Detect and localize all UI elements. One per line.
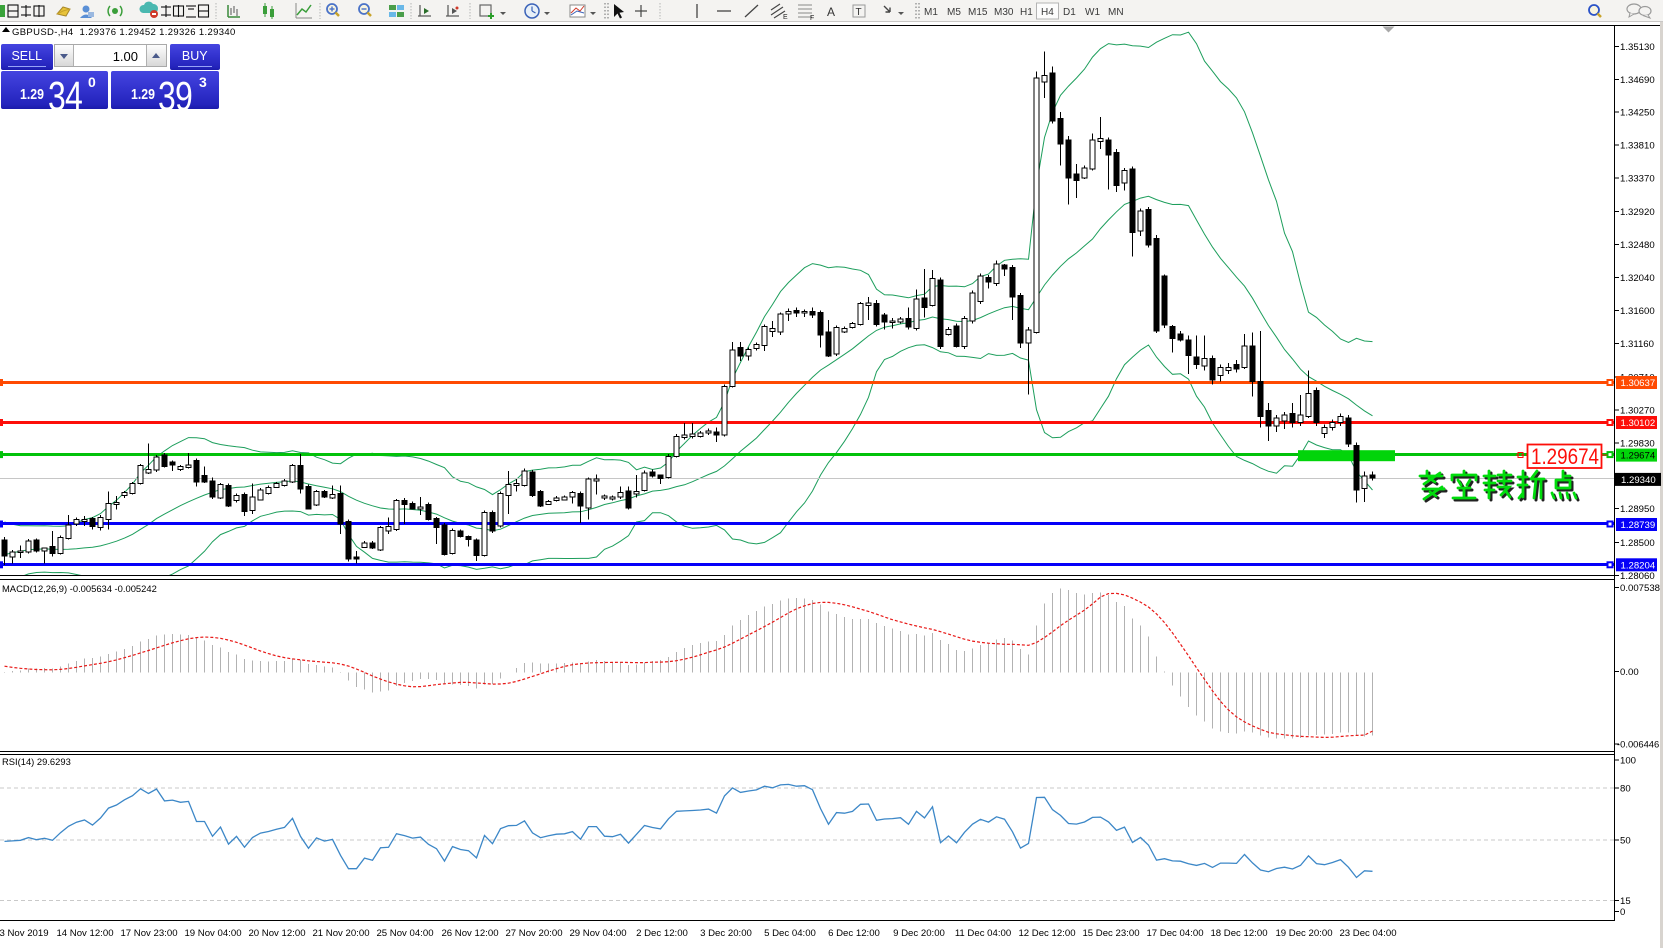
svg-text:1.30637: 1.30637 (1621, 378, 1656, 389)
svg-text:20 Nov 12:00: 20 Nov 12:00 (248, 928, 305, 939)
svg-text:A: A (827, 5, 835, 19)
svg-text:1.28204: 1.28204 (1621, 560, 1656, 571)
svg-text:1.29674: 1.29674 (1531, 444, 1599, 469)
svg-text:H1: H1 (1020, 7, 1033, 18)
svg-text:23 Dec 04:00: 23 Dec 04:00 (1339, 928, 1396, 939)
svg-text:1.32040: 1.32040 (1620, 273, 1655, 284)
svg-text:0.00: 0.00 (1620, 667, 1639, 678)
svg-text:15: 15 (1620, 896, 1631, 907)
svg-text:11 Dec 04:00: 11 Dec 04:00 (955, 928, 1011, 939)
svg-text:100: 100 (1620, 756, 1636, 767)
svg-text:12 Dec 12:00: 12 Dec 12:00 (1018, 928, 1075, 939)
svg-text:1.29340: 1.29340 (1621, 475, 1656, 486)
svg-text:19 Nov 04:00: 19 Nov 04:00 (184, 928, 241, 939)
svg-text:80: 80 (1620, 784, 1631, 795)
svg-text:5 Dec 04:00: 5 Dec 04:00 (764, 928, 816, 939)
svg-text:M1: M1 (924, 7, 938, 18)
svg-text:0.007538: 0.007538 (1620, 583, 1660, 594)
svg-text:GBPUSD-,H4 1.29376 1.29452 1.: GBPUSD-,H4 1.29376 1.29452 1.29326 1.293… (12, 27, 236, 38)
svg-text:1.31600: 1.31600 (1620, 306, 1655, 317)
svg-text:1.30102: 1.30102 (1621, 418, 1656, 429)
svg-text:50: 50 (1620, 835, 1631, 846)
svg-text:1.28950: 1.28950 (1620, 504, 1655, 515)
svg-text:17 Nov 23:00: 17 Nov 23:00 (120, 928, 177, 939)
svg-text:19 Dec 20:00: 19 Dec 20:00 (1275, 928, 1332, 939)
svg-text:1.34690: 1.34690 (1620, 75, 1655, 86)
svg-text:1.31160: 1.31160 (1620, 339, 1654, 350)
svg-text:9 Dec 20:00: 9 Dec 20:00 (893, 928, 945, 939)
svg-text:1.29830: 1.29830 (1620, 438, 1655, 449)
svg-text:1.28500: 1.28500 (1620, 538, 1655, 549)
svg-text:1.28739: 1.28739 (1621, 520, 1656, 531)
svg-text:1.28060: 1.28060 (1620, 571, 1655, 582)
svg-text:0: 0 (1620, 907, 1625, 918)
svg-text:25 Nov 04:00: 25 Nov 04:00 (376, 928, 433, 939)
svg-text:3 Dec 20:00: 3 Dec 20:00 (700, 928, 752, 939)
svg-text:1.34250: 1.34250 (1620, 108, 1655, 119)
svg-text:D1: D1 (1063, 7, 1076, 18)
svg-text:17 Dec 04:00: 17 Dec 04:00 (1146, 928, 1203, 939)
svg-text:-0.006446: -0.006446 (1617, 739, 1659, 750)
svg-text:29 Nov 04:00: 29 Nov 04:00 (569, 928, 626, 939)
svg-text:14 Nov 12:00: 14 Nov 12:00 (56, 928, 113, 939)
svg-text:T: T (856, 7, 862, 18)
svg-text:1.33810: 1.33810 (1620, 141, 1655, 152)
svg-text:27 Nov 20:00: 27 Nov 20:00 (505, 928, 562, 939)
svg-text:21 Nov 20:00: 21 Nov 20:00 (312, 928, 369, 939)
svg-text:RSI(14) 29.6293: RSI(14) 29.6293 (2, 756, 71, 767)
svg-text:1.35130: 1.35130 (1620, 42, 1655, 53)
svg-text:1.33370: 1.33370 (1620, 174, 1655, 185)
svg-text:MN: MN (1108, 7, 1124, 18)
svg-text:H4: H4 (1041, 7, 1054, 18)
svg-text:M15: M15 (968, 7, 988, 18)
svg-text:1.29674: 1.29674 (1621, 451, 1656, 462)
svg-text:26 Nov 12:00: 26 Nov 12:00 (441, 928, 498, 939)
svg-text:M30: M30 (994, 7, 1014, 18)
svg-text:F: F (810, 15, 814, 22)
svg-text:6 Dec 12:00: 6 Dec 12:00 (828, 928, 880, 939)
svg-text:3 Nov 2019: 3 Nov 2019 (0, 928, 49, 939)
svg-text:1.32480: 1.32480 (1620, 240, 1655, 251)
svg-text:15 Dec 23:00: 15 Dec 23:00 (1082, 928, 1139, 939)
svg-text:18 Dec 12:00: 18 Dec 12:00 (1210, 928, 1267, 939)
svg-text:1.32920: 1.32920 (1620, 207, 1655, 218)
svg-text:E: E (783, 14, 788, 21)
svg-text:W1: W1 (1085, 7, 1100, 18)
svg-text:M5: M5 (947, 7, 961, 18)
svg-text:MACD(12,26,9) -0.005634 -0.005: MACD(12,26,9) -0.005634 -0.005242 (2, 583, 157, 594)
svg-text:1.30270: 1.30270 (1620, 406, 1655, 417)
svg-text:2 Dec 12:00: 2 Dec 12:00 (636, 928, 688, 939)
